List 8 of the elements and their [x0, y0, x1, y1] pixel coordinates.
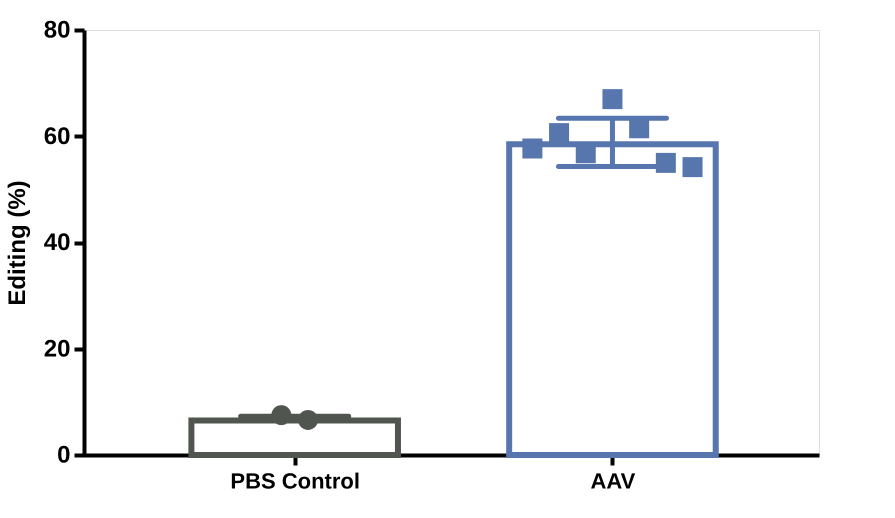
y-tick-label: 40	[44, 229, 70, 256]
y-tick-label: 0	[57, 442, 70, 468]
y-tick-label: 60	[44, 122, 70, 150]
y-tick-label: 80	[44, 16, 70, 44]
x-tick-label: PBS Control	[230, 468, 360, 494]
y-axis-title: Editing (%)	[4, 180, 31, 306]
y-tick-label: 20	[44, 335, 70, 362]
x-tick-label: AAV	[590, 468, 636, 494]
